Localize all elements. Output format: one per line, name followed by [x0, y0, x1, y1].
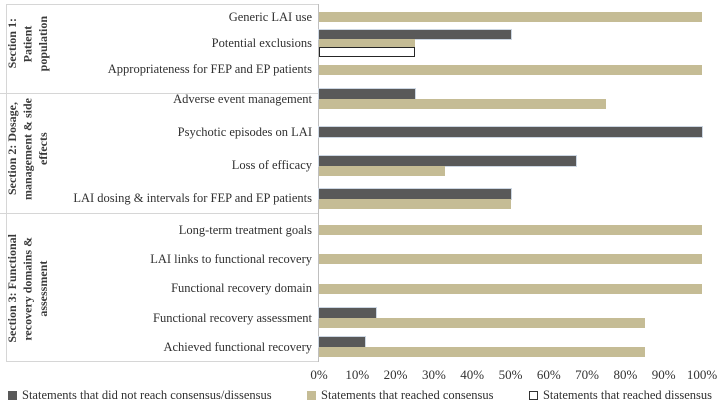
- bar-no_consensus: [318, 126, 703, 139]
- category-label: LAI dosing & intervals for FEP and EP pa…: [73, 191, 312, 206]
- bar-no_consensus: [317, 306, 378, 319]
- category-label: Potential exclusions: [211, 36, 312, 51]
- bar-consensus: [319, 198, 511, 209]
- legend-swatch-icon: [8, 391, 17, 400]
- category-label: Achieved functional recovery: [163, 340, 312, 355]
- legend-item-dissensus: Statements that reached dissensus: [528, 388, 712, 403]
- bar-consensus: [319, 165, 446, 176]
- bar-no_consensus: [318, 336, 366, 349]
- bar-no_consensus: [318, 187, 512, 200]
- chart-row: Appropriateness for FEP and EP patients: [56, 57, 702, 83]
- bar-group: [318, 333, 702, 362]
- bar-group: [319, 57, 702, 83]
- bar-consensus: [319, 38, 415, 48]
- category-label: Generic LAI use: [228, 9, 312, 24]
- section-3: Section 3: Functional recovery domains &…: [0, 215, 702, 362]
- bar-no_consensus: [318, 29, 512, 40]
- section-label-text: Section 2: Dosage, management & side eff…: [4, 98, 50, 201]
- bar-group: [318, 29, 702, 57]
- bar-consensus: [319, 224, 702, 235]
- x-axis-tick-label: 70%: [575, 367, 600, 382]
- category-label: Loss of efficacy: [231, 158, 312, 173]
- bar-consensus: [319, 254, 702, 265]
- category-area-bottom-line: [6, 361, 319, 362]
- x-axis-tick-label: 60%: [536, 367, 561, 382]
- bar-group: [318, 116, 703, 149]
- bar-consensus: [319, 12, 702, 23]
- section-label-text: Section 3: Functional recovery domains &…: [4, 234, 50, 343]
- legend-label: Statements that did not reach consensus/…: [22, 388, 272, 402]
- bar-no_consensus: [318, 88, 416, 101]
- chart-row: Psychotic episodes on LAI: [56, 116, 703, 149]
- bar-group: [318, 83, 702, 116]
- chart-row: Functional recovery domain: [56, 274, 702, 303]
- section-label: Section 3: Functional recovery domains &…: [0, 215, 56, 362]
- chart-row: Loss of efficacy: [56, 149, 702, 182]
- category-label: Appropriateness for FEP and EP patients: [107, 62, 312, 77]
- legend-item-no_consensus: Statements that did not reach consensus/…: [8, 388, 272, 403]
- plot-area: Section 1: Patient population Generic LAI…: [0, 4, 703, 362]
- chart-legend: Statements that did not reach consensus/…: [8, 388, 712, 403]
- section-label: Section 2: Dosage, management & side eff…: [0, 83, 56, 215]
- chart-row: LAI dosing & intervals for FEP and EP pa…: [56, 182, 702, 215]
- x-axis-tick-label: 50%: [498, 367, 523, 382]
- x-axis-tick-label: 30%: [421, 367, 446, 382]
- x-axis-tick-label: 80%: [613, 367, 638, 382]
- bar-group: [319, 245, 702, 274]
- category-label: Functional recovery assessment: [153, 310, 312, 325]
- section-2: Section 2: Dosage, management & side eff…: [0, 83, 703, 215]
- x-axis-tick-labels: 0% 10% 20% 30% 40% 50% 60% 70% 80% 90% 100%: [0, 367, 720, 383]
- bar-group: [318, 149, 702, 182]
- category-label: Adverse event management: [173, 92, 312, 107]
- x-axis-tick-label: 90%: [651, 367, 676, 382]
- x-axis-tick-label: 0%: [310, 367, 328, 382]
- chart-row: Functional recovery assessment: [56, 303, 702, 332]
- bar-consensus: [319, 64, 702, 75]
- x-axis-tick-label: 100%: [686, 367, 718, 382]
- category-axis-left-line: [6, 4, 7, 362]
- chart-row: Long-term treatment goals: [56, 215, 702, 244]
- category-label: LAI links to functional recovery: [150, 252, 312, 267]
- bar-consensus: [319, 99, 607, 110]
- chart-row: Generic LAI use: [56, 4, 702, 30]
- bar-group: [318, 182, 702, 215]
- bar-consensus: [319, 347, 645, 358]
- category-area-top-line: [6, 4, 319, 5]
- category-label: Functional recovery domain: [171, 281, 312, 296]
- chart-row: Achieved functional recovery: [56, 333, 702, 362]
- bar-group: [319, 274, 702, 303]
- section-separator-1: [0, 93, 319, 94]
- section-label: Section 1: Patient population: [0, 4, 56, 83]
- category-label: Psychotic episodes on LAI: [177, 125, 312, 140]
- x-axis-tick-label: 20%: [383, 367, 408, 382]
- legend-item-consensus: Statements that reached consensus: [307, 388, 494, 403]
- legend-swatch-icon: [307, 391, 317, 400]
- legend-swatch-icon: [528, 391, 538, 400]
- value-axis-line: [318, 4, 319, 362]
- x-axis-tick-label: 40%: [460, 367, 485, 382]
- bar-group: [319, 4, 702, 30]
- chart-row: Adverse event management: [56, 83, 702, 116]
- bar-dissensus: [319, 47, 415, 57]
- legend-label: Statements that reached dissensus: [542, 388, 712, 402]
- chart-row: LAI links to functional recovery: [56, 245, 702, 274]
- section-separator-2: [0, 213, 319, 214]
- category-label: Long-term treatment goals: [178, 222, 312, 237]
- bar-group: [319, 215, 702, 244]
- section-1: Section 1: Patient population Generic LAI…: [0, 4, 702, 83]
- x-axis-tick-label: 10%: [345, 367, 370, 382]
- bar-consensus: [319, 317, 645, 328]
- bar-group: [317, 303, 702, 332]
- legend-label: Statements that reached consensus: [321, 388, 494, 402]
- chart-row: Potential exclusions: [56, 29, 702, 57]
- section-label-text: Section 1: Patient population: [4, 15, 50, 72]
- bar-consensus: [319, 283, 702, 294]
- bar-no_consensus: [318, 154, 577, 167]
